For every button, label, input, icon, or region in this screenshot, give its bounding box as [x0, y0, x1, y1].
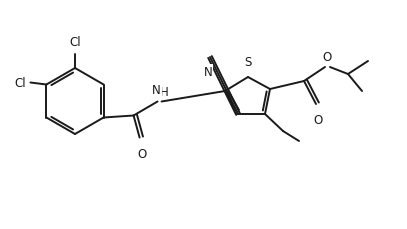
Text: N: N [152, 83, 161, 96]
Text: H: H [160, 85, 168, 98]
Text: O: O [137, 147, 146, 160]
Text: Cl: Cl [15, 77, 26, 90]
Text: O: O [313, 114, 323, 126]
Text: N: N [204, 66, 212, 79]
Text: S: S [244, 56, 252, 69]
Text: Cl: Cl [69, 36, 81, 49]
Text: O: O [322, 51, 332, 64]
